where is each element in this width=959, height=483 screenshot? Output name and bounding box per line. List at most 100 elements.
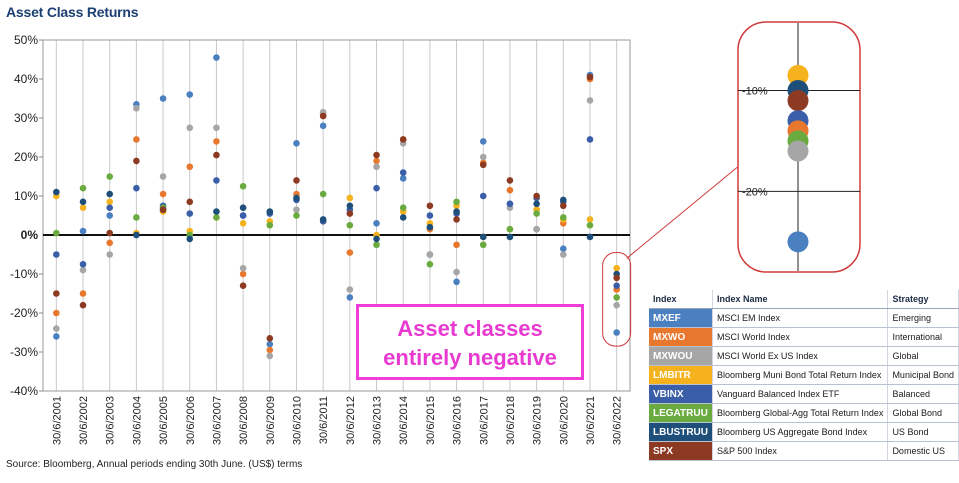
data-point-mxef bbox=[159, 95, 167, 102]
x-tick-label: 30/6/2017 bbox=[478, 396, 490, 445]
data-point-mxwo bbox=[506, 186, 514, 194]
zoom-tick-label: -20% bbox=[742, 186, 768, 198]
data-point-mxwo bbox=[453, 241, 460, 249]
legend-row: MXWO MSCI World Index International bbox=[649, 327, 959, 347]
data-point-legatruu bbox=[133, 214, 140, 221]
data-point-legatruu bbox=[346, 221, 354, 229]
data-point-lbustruu bbox=[373, 235, 380, 243]
data-point-mxwou bbox=[133, 104, 140, 112]
data-point-spx bbox=[346, 210, 354, 217]
data-point-vbinx bbox=[426, 212, 434, 219]
data-point-mxwo bbox=[106, 239, 114, 247]
data-point-lbustruu bbox=[533, 200, 540, 208]
x-tick-label: 30/6/2014 bbox=[398, 396, 410, 445]
data-point-mxwo bbox=[53, 309, 60, 317]
legend-index-name: MSCI EM Index bbox=[712, 308, 889, 328]
data-point-mxwou bbox=[186, 124, 194, 132]
data-point-lbustruu bbox=[506, 233, 514, 241]
data-point-legatruu bbox=[319, 190, 327, 198]
data-point-vbinx bbox=[479, 192, 487, 200]
data-point-mxwou bbox=[426, 251, 434, 258]
data-point-lbustruu bbox=[106, 190, 114, 198]
data-point-vbinx bbox=[106, 204, 114, 211]
x-tick-label: 30/6/2021 bbox=[585, 396, 597, 445]
x-tick-label: 30/6/2009 bbox=[265, 396, 277, 445]
legend-code: VBINX bbox=[649, 384, 713, 404]
data-point-mxef bbox=[293, 140, 300, 147]
x-tick-label: 30/6/2016 bbox=[452, 396, 464, 445]
legend-row: LBUSTRUU Bloomberg US Aggregate Bond Inde… bbox=[649, 422, 959, 442]
data-point-spx bbox=[453, 216, 460, 223]
legend-strategy: International bbox=[887, 327, 959, 347]
y-tick-label: 20% bbox=[14, 150, 38, 164]
data-point-mxwou bbox=[53, 325, 60, 332]
data-point-spx bbox=[479, 161, 487, 169]
data-point-mxef bbox=[559, 245, 567, 252]
data-point-mxwou bbox=[159, 173, 167, 180]
data-point-mxef bbox=[266, 340, 274, 348]
header-strategy: Strategy bbox=[887, 290, 959, 309]
data-point-lbustruu bbox=[266, 208, 274, 215]
y-tick-label: -30% bbox=[10, 345, 38, 359]
legend-code: LEGATRUU bbox=[649, 403, 713, 423]
data-point-lmbitr bbox=[613, 264, 620, 272]
legend-row: MXEF MSCI EM Index Emerging bbox=[649, 308, 959, 328]
x-tick-label: 30/6/2010 bbox=[291, 396, 303, 445]
legend-code: LBUSTRUU bbox=[649, 422, 713, 442]
data-point-mxwou bbox=[533, 225, 540, 233]
x-tick-label: 30/6/2012 bbox=[345, 396, 357, 445]
data-point-mxef bbox=[213, 54, 220, 61]
data-point-mxwou bbox=[106, 251, 114, 258]
data-point-lbustruu bbox=[53, 188, 60, 196]
data-point-vbinx bbox=[399, 169, 407, 176]
data-point-spx bbox=[53, 290, 60, 297]
y-tick-label: -10% bbox=[10, 267, 38, 281]
data-point-spx bbox=[159, 206, 167, 213]
legend-row: VBINX Vanguard Balanced Index ETF Balanced bbox=[649, 384, 959, 404]
x-tick-label: 30/6/2004 bbox=[131, 396, 143, 445]
data-point-legatruu bbox=[53, 229, 60, 237]
plot-frame bbox=[42, 39, 631, 392]
x-tick-label: 30/6/2011 bbox=[318, 396, 330, 444]
legend-row: SPX S&P 500 Index Domestic US bbox=[649, 441, 959, 461]
data-point-spx bbox=[373, 151, 380, 159]
data-point-spx bbox=[399, 136, 407, 143]
legend-row: LEGATRUU Bloomberg Global-Agg Total Retur… bbox=[649, 403, 959, 423]
data-point-mxef bbox=[453, 278, 460, 286]
y-tick-label: 40% bbox=[14, 72, 38, 86]
data-point-vbinx bbox=[186, 210, 194, 217]
data-point-mxef bbox=[79, 227, 87, 235]
x-tick-label: 30/6/2003 bbox=[105, 396, 117, 445]
data-point-spx bbox=[426, 202, 434, 210]
zoom-point-lmbitr bbox=[787, 64, 809, 86]
data-point-legatruu bbox=[533, 210, 540, 217]
legend-header-row: Index Index Name Strategy bbox=[649, 290, 959, 309]
data-point-legatruu bbox=[399, 204, 407, 211]
data-point-mxwou bbox=[453, 268, 460, 276]
data-point-lmbitr bbox=[586, 216, 594, 223]
legend-row: MXWOU MSCI World Ex US Index Global bbox=[649, 346, 959, 366]
zoom-tick-label: -10% bbox=[742, 85, 768, 97]
x-tick-label: 30/6/2018 bbox=[505, 396, 517, 445]
data-point-spx bbox=[239, 282, 247, 290]
callout-line-2: entirely negative bbox=[383, 345, 557, 370]
legend-index-name: S&P 500 Index bbox=[712, 441, 889, 461]
data-point-lbustruu bbox=[453, 208, 460, 215]
legend-code: MXWOU bbox=[649, 346, 713, 366]
data-point-mxwo bbox=[346, 249, 354, 256]
legend-strategy: Balanced bbox=[887, 384, 959, 404]
data-point-legatruu bbox=[293, 212, 300, 219]
x-tick-label: 30/6/2002 bbox=[78, 396, 90, 445]
data-point-mxwo bbox=[133, 136, 140, 143]
data-point-vbinx bbox=[79, 260, 87, 268]
data-point-vbinx bbox=[613, 282, 620, 290]
legend-index-name: Bloomberg Global-Agg Total Return Index bbox=[712, 403, 889, 423]
data-point-legatruu bbox=[239, 182, 247, 190]
x-tick-label: 30/6/2006 bbox=[185, 396, 197, 445]
data-point-mxef bbox=[319, 122, 327, 130]
x-tick-label: 30/6/2005 bbox=[158, 396, 170, 445]
data-point-lbustruu bbox=[399, 214, 407, 221]
chart-title: Asset Class Returns bbox=[6, 4, 139, 20]
legend-index-name: Bloomberg US Aggregate Bond Index bbox=[712, 422, 889, 442]
